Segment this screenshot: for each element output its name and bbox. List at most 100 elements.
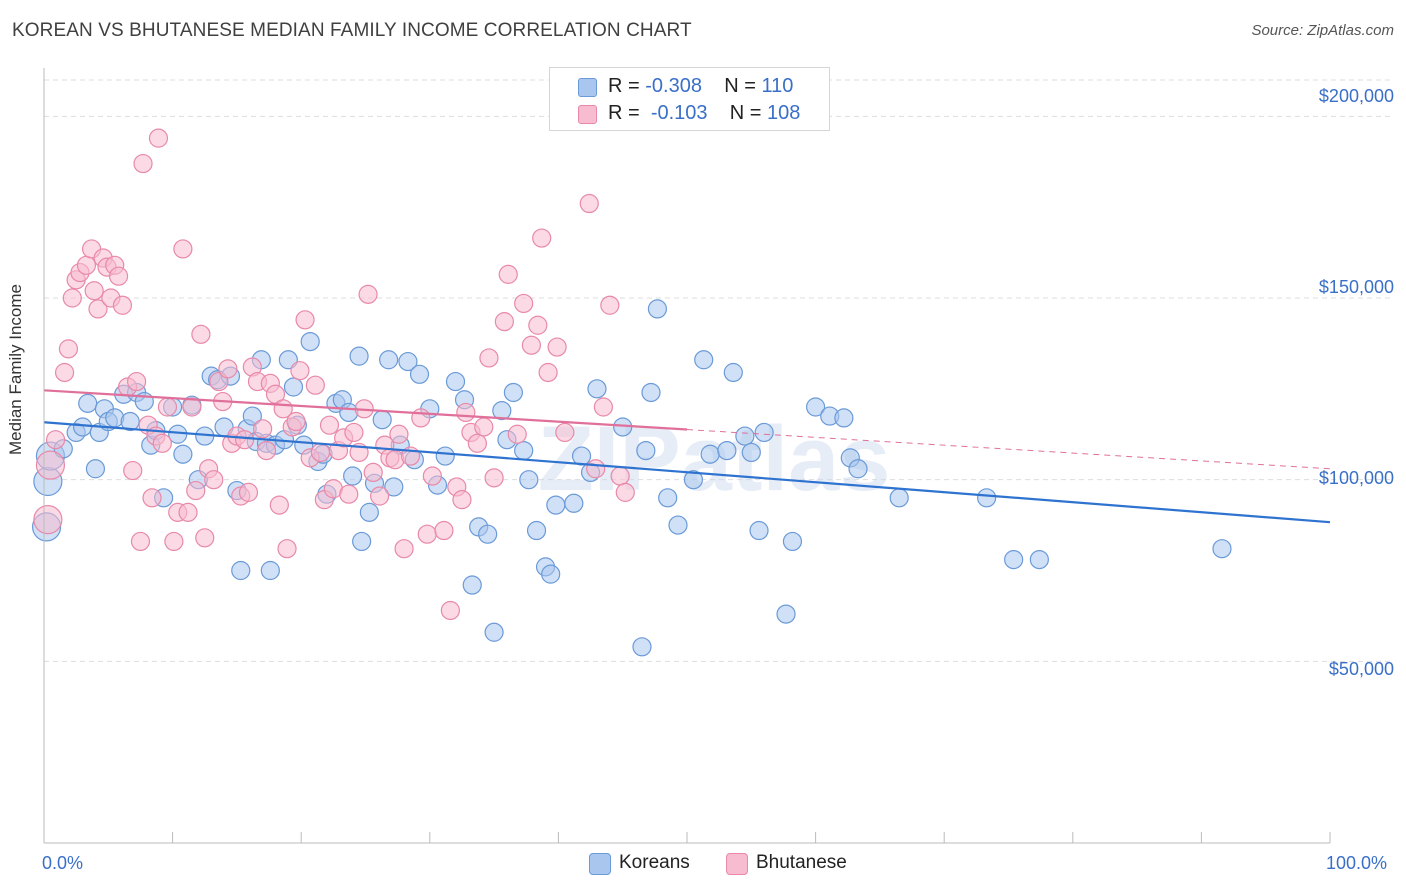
korean-point — [723, 362, 743, 383]
korean-point — [260, 560, 280, 581]
korean-point — [694, 350, 714, 370]
bhutanese-point — [319, 415, 340, 435]
korean-point — [632, 637, 652, 657]
bhutanese-point — [191, 324, 211, 344]
bhutanese-point — [235, 430, 255, 450]
korean-point — [647, 299, 668, 319]
bhutanese-point — [62, 288, 82, 308]
bhutanese-trend-extension — [686, 429, 1331, 470]
korean-point — [717, 441, 737, 461]
legend-row-korean: R = -0.308 N = 110 — [608, 75, 793, 98]
bhutanese-point — [532, 228, 552, 248]
legend-r-value: -0.103 — [650, 102, 708, 124]
bhutanese-point — [35, 450, 66, 480]
korean-point — [889, 488, 909, 508]
bhutanese-point — [256, 441, 277, 461]
bhutanese-point — [305, 375, 325, 395]
trend-layer — [43, 389, 1331, 524]
korean-point — [435, 446, 455, 466]
bhutanese-point — [88, 299, 108, 319]
bhutanese-point — [108, 266, 129, 286]
korean-point — [564, 493, 584, 513]
korean-point — [85, 459, 106, 479]
bhutanese-point — [579, 193, 599, 214]
points-layer — [31, 128, 1232, 657]
korean-point — [519, 470, 539, 490]
korean-point — [683, 470, 704, 490]
x-tick-label-min: 0.0% — [42, 853, 84, 873]
korean-point — [78, 393, 98, 413]
legend-n-label: N = — [724, 75, 756, 97]
bhutanese-point — [157, 397, 178, 417]
bhutanese-point — [344, 422, 364, 443]
bhutanese-point — [498, 264, 518, 284]
bhutanese-point — [394, 539, 414, 559]
bhutanese-point — [269, 495, 289, 515]
korean-point — [514, 441, 534, 461]
legend-n-label: N = — [729, 102, 762, 124]
bhutanese-point — [173, 239, 193, 259]
korean-point — [398, 351, 418, 372]
bhutanese-point — [456, 402, 476, 423]
bhutanese-point — [339, 484, 359, 504]
korean-point — [372, 410, 392, 430]
korean-point — [359, 502, 379, 522]
bhutanese-point — [152, 433, 172, 453]
korean-point — [782, 531, 803, 552]
bhutanese-point — [593, 397, 614, 417]
korean-point — [546, 495, 566, 515]
korean-point — [445, 371, 466, 392]
bhutanese-point — [389, 424, 409, 444]
bhutanese-point — [452, 490, 472, 510]
korean-point — [658, 488, 678, 508]
bhutanese-point — [76, 255, 97, 275]
bhutanese-point — [440, 600, 460, 621]
bottom-legend-bhutanese: Bhutanese — [756, 852, 847, 873]
bhutanese-point — [555, 422, 575, 443]
bhutanese-point — [417, 524, 437, 544]
korean-point — [409, 364, 430, 384]
bottom-legend-swatch-bhutanese — [726, 853, 748, 875]
bhutanese-point — [610, 466, 630, 486]
bottom-legend-korean: Koreans — [619, 852, 690, 873]
bhutanese-point — [148, 128, 169, 148]
bhutanese-point — [474, 417, 494, 437]
korean-point — [343, 466, 363, 486]
bhutanese-point — [295, 310, 315, 330]
axis-layer — [43, 68, 1331, 844]
legend-row-bhutanese: R = -0.103 N = 108 — [608, 102, 800, 125]
korean-point — [462, 575, 482, 595]
bhutanese-point — [411, 408, 431, 428]
bhutanese-point — [33, 505, 63, 535]
korean-point — [541, 564, 561, 584]
bhutanese-point — [290, 361, 310, 381]
bhutanese-point — [253, 419, 273, 439]
bhutanese-point — [130, 531, 151, 552]
korean-point — [754, 422, 774, 443]
bhutanese-point — [521, 335, 541, 355]
bhutanese-point — [494, 312, 514, 332]
y-tick-label-100000: $100,000 — [1318, 468, 1394, 488]
bhutanese-point — [538, 362, 558, 383]
y-tick-label-200000: $200,000 — [1318, 86, 1394, 106]
bhutanese-point — [286, 411, 306, 432]
korean-point — [805, 397, 826, 417]
y-tick-label-150000: $150,000 — [1318, 277, 1394, 297]
bhutanese-point — [126, 371, 147, 392]
bhutanese-point — [218, 359, 238, 379]
bhutanese-point — [45, 430, 66, 450]
bhutanese-point — [186, 480, 206, 501]
korean-point — [484, 622, 504, 642]
korean-point — [735, 426, 755, 446]
bhutanese-point — [178, 502, 198, 522]
bhutanese-point — [204, 470, 224, 490]
korean-point — [492, 401, 512, 421]
korean-point — [668, 515, 688, 535]
bhutanese-point — [84, 281, 104, 301]
bhutanese-point — [600, 295, 620, 315]
y-tick-label-50000: $50,000 — [1328, 659, 1394, 679]
bhutanese-trend-line — [43, 389, 688, 431]
legend-r-label: R = — [608, 75, 640, 97]
bhutanese-point — [370, 486, 390, 506]
bhutanese-point — [615, 482, 635, 502]
